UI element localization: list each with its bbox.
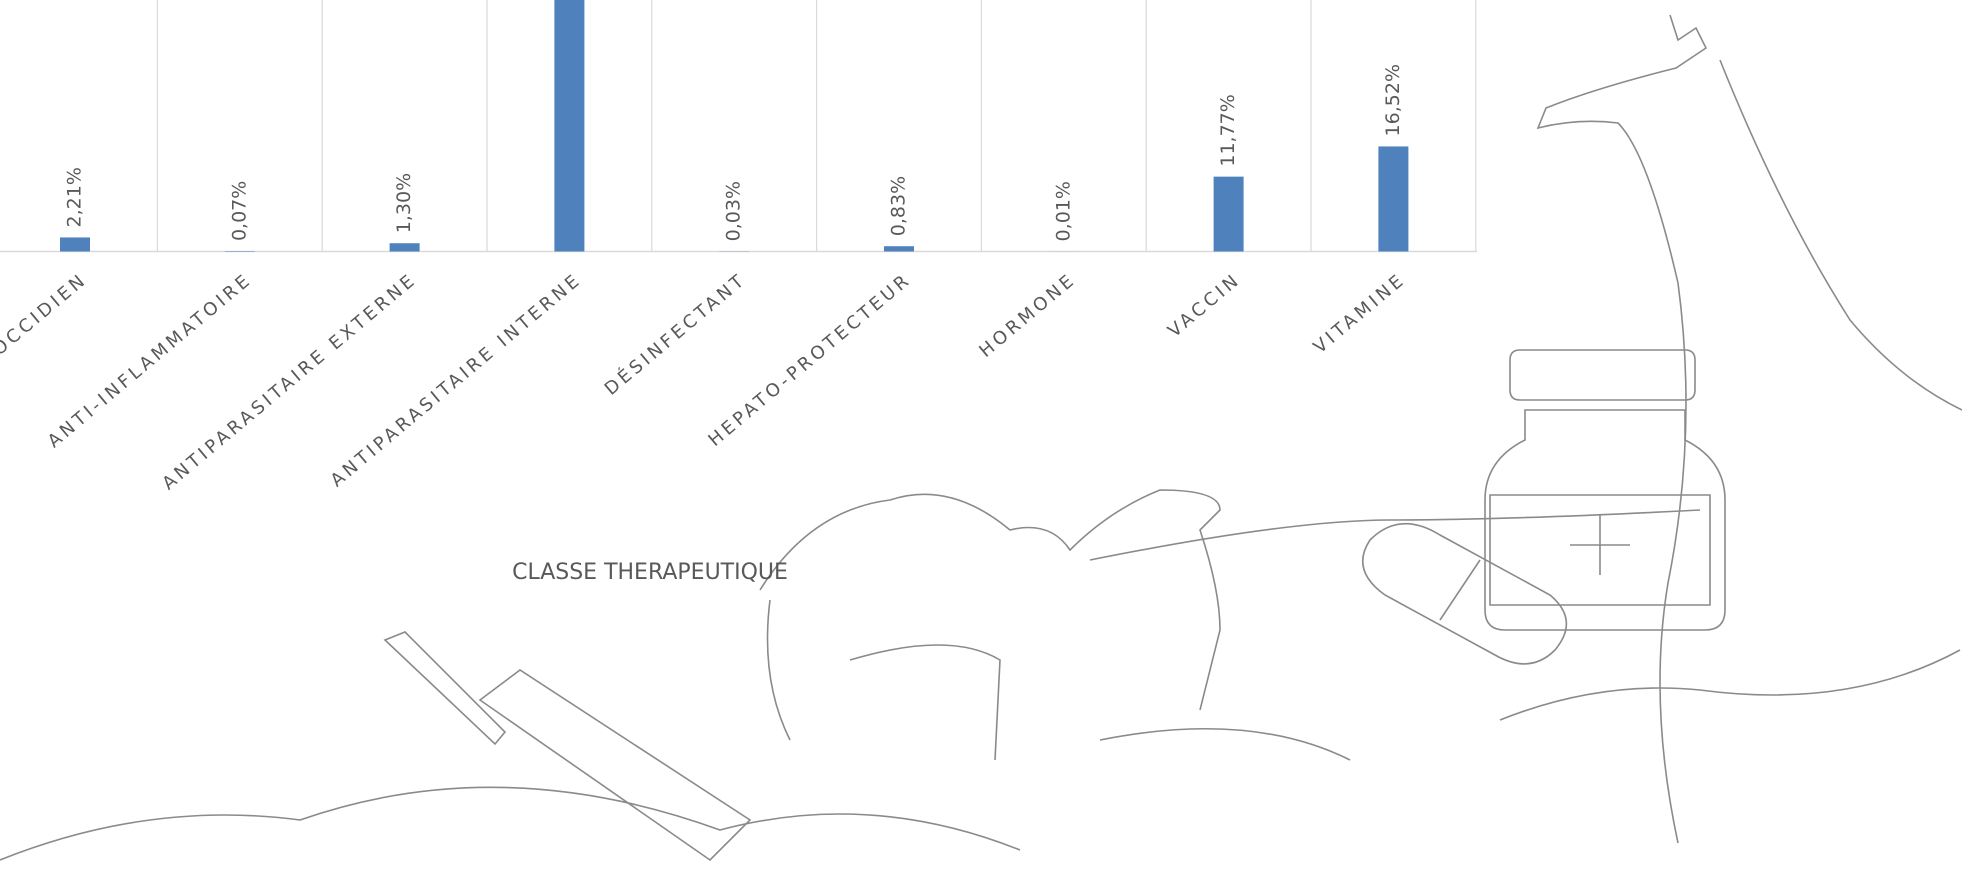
data-label: 0,01% [1052,181,1074,241]
bar [1214,177,1244,252]
data-label: 2,21% [64,167,86,227]
chart: 2,21%ANTICOCCIDIEN0,07%ANTI-INFLAMMATOIR… [0,0,1962,875]
bar [1378,146,1408,251]
animals-outline [0,490,1960,860]
x-tick-label: VITAMINE [1310,269,1410,358]
x-tick-label: VACCIN [1164,269,1245,342]
bar [884,246,914,251]
x-tick-label: HORMONE [975,269,1080,362]
syringe-outline [385,632,750,860]
data-label: 1,30% [393,173,415,233]
bar [554,0,584,252]
data-label: 0,03% [723,181,745,241]
data-label: 0,07% [228,181,250,241]
x-tick-label: ANTIPARASITAIRE EXTERNE [158,269,421,494]
giraffe-outline [1538,15,1962,843]
bar [390,243,420,251]
page: {"chart_data": {"type": "bar", "x_axis_l… [0,0,1962,875]
data-label: 0,83% [888,176,910,236]
x-tick-label: DÉSINFECTANT [600,268,751,399]
data-label: 11,77% [1217,94,1239,166]
pill-outline [1363,524,1567,664]
plot-area: 2,21%ANTICOCCIDIEN0,07%ANTI-INFLAMMATOIR… [0,0,1477,494]
bar [60,237,90,251]
data-label: 16,52% [1382,64,1404,136]
x-axis-title: CLASSE THERAPEUTIQUE [512,560,788,585]
x-tick-label: ANTICOCCIDIEN [0,269,91,406]
x-tick-label: ANTIPARASITAIRE INTERNE [327,269,586,491]
bottle-outline [1485,350,1725,630]
